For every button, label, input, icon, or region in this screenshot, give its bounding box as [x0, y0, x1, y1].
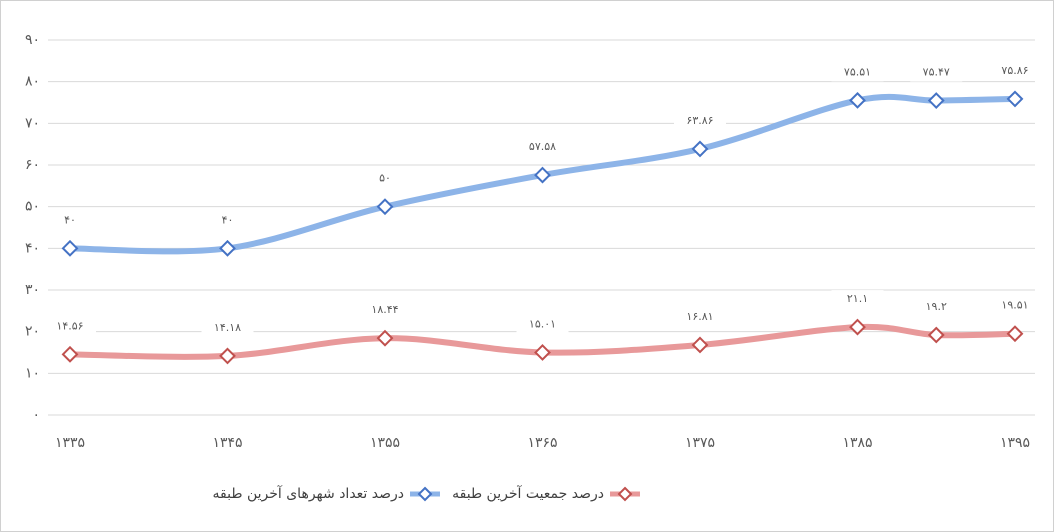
point-marker [376, 329, 394, 347]
x-tick-label: ۱۳۷۵ [685, 435, 715, 451]
legend-marker [617, 486, 633, 502]
data-label: ۱۶.۸۱ [686, 310, 713, 323]
data-label: ۱۴.۱۸ [214, 321, 241, 334]
data-label: ۴۰ [64, 213, 76, 226]
data-label: ۱۵.۰۱ [529, 317, 556, 330]
point-marker [219, 239, 236, 257]
point-marker [219, 347, 236, 365]
label-bg [831, 290, 884, 309]
point-marker [691, 336, 709, 354]
y-tick-label: ۹۰ [25, 32, 40, 48]
label-bg [359, 301, 411, 320]
data-label: ۶۳.۸۶ [686, 114, 713, 127]
label-bg [674, 111, 726, 130]
x-tick-label: ۱۳۹۵ [1000, 435, 1030, 451]
label-bg [44, 317, 96, 336]
point-marker [849, 318, 866, 336]
label-bg [201, 318, 254, 337]
label-bg [989, 296, 1041, 315]
x-tick-label: ۱۳۸۵ [842, 435, 872, 451]
label-bg [44, 211, 96, 230]
y-tick-label: ۱۰ [25, 365, 40, 381]
label-bg [359, 169, 411, 188]
y-tick-label: ۳۰ [25, 282, 40, 298]
data-label: ۵۷.۵۸ [529, 140, 556, 153]
legend-label: درصد جمعیت آخرین طبقه [452, 485, 604, 502]
point-marker [927, 326, 945, 344]
y-tick-label: ۲۰ [25, 324, 40, 340]
x-tick-label: ۱۳۵۵ [370, 435, 400, 451]
y-tick-label: ۶۰ [25, 157, 40, 173]
label-bg [516, 315, 569, 334]
legend-marker [417, 486, 433, 502]
x-tick-label: ۱۳۶۵ [527, 435, 557, 451]
label-bg [910, 63, 963, 82]
point-marker [691, 140, 709, 158]
point-marker [534, 166, 551, 184]
x-tick-label: ۱۳۴۵ [212, 435, 242, 451]
point-marker [61, 345, 79, 363]
point-marker [376, 198, 394, 216]
y-tick-label: ۴۰ [25, 240, 40, 256]
data-label: ۲۱.۱ [847, 292, 868, 305]
y-tick-label: ۰ [32, 407, 40, 423]
x-tick-label: ۱۳۳۵ [55, 435, 85, 451]
data-label: ۷۵.۴۷ [923, 66, 950, 79]
legend-label: درصد تعداد شهرهای آخرین طبقه [213, 485, 404, 502]
data-label: ۷۵.۸۶ [1001, 64, 1028, 77]
label-bg [516, 138, 569, 157]
label-bg [831, 63, 884, 82]
data-label: ۵۰ [379, 172, 391, 185]
label-bg [910, 298, 963, 316]
point-marker [1006, 90, 1024, 108]
label-bg [674, 307, 726, 326]
point-marker [1006, 325, 1024, 343]
data-label: ۴۰ [222, 213, 234, 226]
point-marker [61, 239, 79, 257]
data-label: ۱۹.۵۱ [1001, 299, 1028, 312]
point-marker [927, 92, 945, 109]
data-label: ۱۸.۴۴ [371, 303, 398, 316]
point-marker [849, 91, 866, 109]
data-label: ۷۵.۵۱ [844, 65, 871, 78]
data-label: ۱۹.۲ [926, 300, 947, 313]
label-bg [989, 61, 1041, 80]
label-bg [201, 211, 254, 230]
y-tick-label: ۸۰ [25, 74, 40, 90]
data-label: ۱۴.۵۶ [56, 319, 83, 332]
y-tick-label: ۵۰ [25, 199, 40, 215]
y-tick-label: ۷۰ [25, 115, 40, 131]
point-marker [534, 344, 551, 361]
